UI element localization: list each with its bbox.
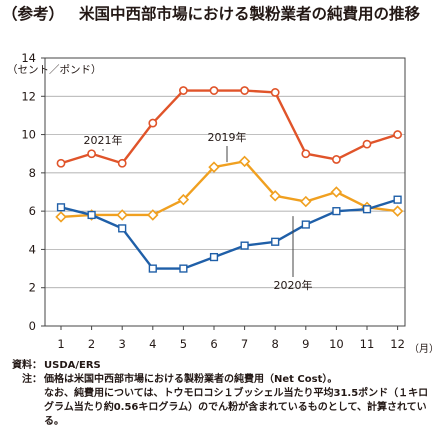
x-tick-label: 5 bbox=[180, 337, 187, 351]
data-point bbox=[179, 264, 188, 273]
x-tick-label: 7 bbox=[241, 337, 248, 351]
data-point bbox=[177, 193, 190, 206]
data-point bbox=[238, 155, 251, 168]
series-line-2021年 bbox=[60, 89, 398, 165]
x-tick-label: 6 bbox=[210, 337, 217, 351]
data-point bbox=[118, 224, 127, 233]
data-point bbox=[269, 190, 281, 202]
data-point bbox=[87, 149, 96, 159]
gridlines bbox=[45, 95, 405, 289]
x-tick-label: 8 bbox=[272, 337, 279, 351]
note-continuation: なお、純費用については、トウモロコシ１ブッシェル当たり平均31.5ポンド（１キロ… bbox=[44, 388, 429, 427]
y-tick-label: 14 bbox=[21, 51, 36, 65]
y-tick-label: 6 bbox=[29, 204, 36, 218]
data-point bbox=[56, 158, 66, 168]
title-main: 米国中西部市場における製粉業者の純費用の推移 bbox=[79, 5, 421, 23]
data-point bbox=[148, 118, 158, 128]
y-tick-label: 12 bbox=[21, 89, 36, 103]
series-label-2021年: 2021年 bbox=[84, 133, 123, 147]
data-point bbox=[391, 205, 404, 217]
data-point bbox=[301, 220, 310, 229]
data-point bbox=[117, 158, 127, 168]
data-point bbox=[362, 139, 372, 149]
y-tick-label: 0 bbox=[29, 319, 36, 333]
data-point bbox=[330, 186, 343, 198]
y-tick-label: 2 bbox=[29, 281, 36, 295]
y-tick-label: 4 bbox=[29, 242, 36, 256]
series-label-2019年: 2019年 bbox=[208, 130, 247, 144]
y-axis-unit-label: （セント／ポンド） bbox=[7, 64, 102, 76]
data-point bbox=[116, 209, 128, 221]
x-tick-label: 10 bbox=[329, 337, 344, 351]
title-prefix: （参考） bbox=[2, 5, 65, 23]
x-tick-label: 1 bbox=[57, 337, 64, 351]
data-point bbox=[209, 252, 219, 262]
data-point bbox=[393, 130, 402, 139]
y-tick-label: 10 bbox=[21, 128, 36, 142]
data-point bbox=[300, 195, 312, 208]
source-key: 資料： bbox=[12, 360, 42, 371]
data-point bbox=[240, 241, 249, 250]
series-labels: 2021年 2019年 2020年 bbox=[84, 130, 313, 292]
data-point bbox=[362, 205, 372, 214]
data-point bbox=[178, 86, 188, 95]
series-lines bbox=[55, 86, 404, 273]
data-point bbox=[393, 195, 402, 204]
data-point bbox=[208, 161, 220, 173]
x-tick-label: 2 bbox=[88, 337, 95, 351]
data-point bbox=[331, 155, 341, 164]
x-tick-label: 11 bbox=[360, 337, 375, 351]
series-label-2020年: 2020年 bbox=[274, 278, 313, 292]
data-point bbox=[270, 88, 280, 97]
data-point bbox=[55, 211, 67, 223]
x-tick-label: 12 bbox=[390, 337, 405, 351]
series-line-2020年 bbox=[60, 198, 398, 270]
data-point bbox=[87, 210, 96, 220]
data-point bbox=[209, 86, 219, 95]
source-value: USDA/ERS bbox=[44, 360, 101, 371]
series-line-2019年 bbox=[60, 160, 398, 219]
data-point bbox=[240, 86, 249, 95]
data-point bbox=[147, 209, 159, 221]
note-key: 注： bbox=[22, 374, 42, 385]
x-tick-label: 9 bbox=[302, 337, 309, 351]
x-tick-label: 3 bbox=[119, 337, 126, 351]
data-point bbox=[271, 237, 280, 246]
data-point bbox=[56, 203, 66, 212]
y-tick-label: 8 bbox=[29, 166, 36, 180]
note-value: 価格は米国中西部市場における製粉業者の純費用（Net Cost）。 bbox=[44, 374, 338, 385]
data-point bbox=[148, 264, 157, 273]
x-tick-label: 4 bbox=[149, 337, 156, 351]
notes-section: 資料： USDA/ERS 注： 価格は米国中西部市場における製粉業者の純費用（N… bbox=[2, 359, 438, 429]
source-line: 資料： USDA/ERS bbox=[2, 359, 438, 373]
x-axis-unit-label: （月） bbox=[409, 343, 439, 355]
data-point bbox=[332, 207, 341, 216]
plot-frame bbox=[44, 57, 406, 327]
data-point bbox=[301, 149, 311, 159]
note-line: 注： 価格は米国中西部市場における製粉業者の純費用（Net Cost）。 bbox=[2, 373, 438, 387]
